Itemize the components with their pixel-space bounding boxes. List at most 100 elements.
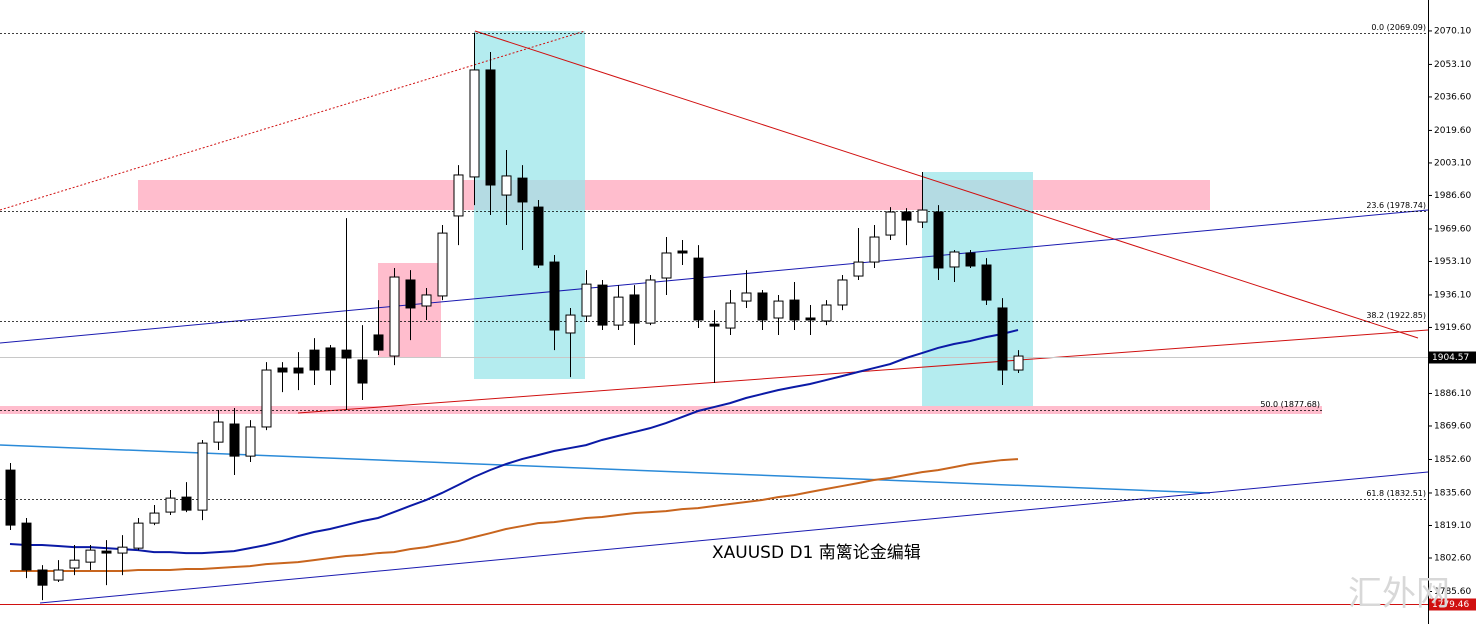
fib-label: 23.6 (1978.74) <box>1366 201 1426 210</box>
candle-body <box>389 276 400 357</box>
fib-label: 0.0 (2069.09) <box>1371 23 1426 32</box>
candle-body <box>965 252 976 267</box>
y-tick-label: 2003.10 <box>1434 158 1471 168</box>
trend-line <box>474 30 1419 339</box>
y-tick-label: 2019.60 <box>1434 126 1471 136</box>
plot-area: 0.0 (2069.09) 23.6 (1978.74) 38.2 (1922.85… <box>0 23 1428 605</box>
candle-body <box>341 349 352 359</box>
candle-body <box>421 294 432 307</box>
y-tick-label: 1919.60 <box>1434 323 1471 333</box>
candle-body <box>645 279 656 324</box>
candle-body <box>933 211 944 269</box>
candle-body <box>197 442 208 511</box>
fib-label: 38.2 (1922.85) <box>1366 311 1426 320</box>
candle-body <box>437 232 448 297</box>
candle-body <box>53 569 64 581</box>
candle-body <box>85 549 96 563</box>
candle-body <box>885 211 896 236</box>
candle-body <box>565 314 576 334</box>
price-label: 1904.57 <box>1432 353 1469 363</box>
candle-body <box>613 296 624 326</box>
candle-body <box>725 302 736 329</box>
price-label-box <box>1429 598 1476 611</box>
y-tick-label: 1819.10 <box>1434 521 1471 531</box>
candle-body <box>101 550 112 554</box>
trend-line <box>0 209 1429 344</box>
moving-average <box>10 458 1019 572</box>
candle-body <box>261 369 272 428</box>
candle-body <box>837 279 848 306</box>
candle-body <box>773 300 784 319</box>
candle-body <box>469 69 480 178</box>
candle-body <box>805 317 816 321</box>
candle-body <box>581 283 592 317</box>
trend-line <box>0 30 586 211</box>
candle-body <box>629 294 640 324</box>
y-tick-label: 1986.60 <box>1434 191 1471 201</box>
candle-body <box>661 252 672 279</box>
candle-body <box>757 292 768 321</box>
price-label-box <box>1429 351 1476 364</box>
candle-body <box>165 497 176 513</box>
candle-body <box>917 209 928 223</box>
candle-body <box>229 423 240 457</box>
candle-body <box>869 236 880 263</box>
chart-title: XAUUSD D1 南篱论金编辑 <box>712 543 921 563</box>
candle-body <box>245 426 256 457</box>
candle-body <box>981 264 992 301</box>
candle-body <box>181 496 192 511</box>
candle-body <box>453 174 464 217</box>
candle-body <box>549 261 560 331</box>
candle-body <box>213 421 224 443</box>
candle-body <box>693 257 704 321</box>
y-tick-label: 2036.60 <box>1434 92 1471 102</box>
candle-body <box>277 367 288 373</box>
y-tick-label: 1835.60 <box>1434 488 1471 498</box>
y-tick-label: 1969.60 <box>1434 224 1471 234</box>
candle-body <box>117 546 128 554</box>
candle-body <box>501 175 512 196</box>
fib-label: 50.0 (1877.68) <box>1260 400 1320 409</box>
y-tick-label: 2070.10 <box>1434 26 1471 36</box>
y-tick-label: 1936.10 <box>1434 290 1471 300</box>
candle-body <box>997 307 1008 371</box>
candle-body <box>405 279 416 309</box>
candle-body <box>37 569 48 586</box>
candle-body <box>597 284 608 326</box>
candle-body <box>853 261 864 277</box>
trend-line <box>39 471 1429 604</box>
candle-body <box>69 559 80 569</box>
watermark: 汇外网 <box>1348 574 1450 614</box>
candle-body <box>789 299 800 321</box>
price-axis: 2070.10 2053.10 2036.60 2019.60 2003.10 1986.… <box>1428 26 1476 611</box>
zone <box>138 180 1210 210</box>
candle-body <box>325 347 336 371</box>
y-tick-label: 1852.60 <box>1434 455 1471 465</box>
fib-label: 61.8 (1832.51) <box>1366 489 1426 498</box>
candle-body <box>533 206 544 266</box>
candle-body <box>357 359 368 384</box>
y-tick-label: 1886.10 <box>1434 389 1471 399</box>
candle-body <box>517 177 528 203</box>
candle-body <box>133 522 144 549</box>
candle-body <box>293 367 304 374</box>
y-tick-label: 1869.60 <box>1434 421 1471 431</box>
candle-body <box>485 69 496 186</box>
y-tick-label: 1802.60 <box>1434 553 1471 563</box>
candle-body <box>149 512 160 524</box>
y-tick-label: 1785.60 <box>1434 587 1471 597</box>
candle-body <box>901 211 912 221</box>
candle-body <box>709 323 720 327</box>
candle-body <box>21 522 32 571</box>
candle-body <box>949 251 960 268</box>
y-tick-label: 1953.10 <box>1434 257 1471 267</box>
y-tick-label: 2053.10 <box>1434 60 1471 70</box>
moving-average <box>9 329 1019 555</box>
candle-body <box>821 304 832 322</box>
candle-body <box>5 469 16 526</box>
candle-body <box>309 349 320 371</box>
candle-body <box>741 292 752 302</box>
candle-body <box>677 250 688 254</box>
